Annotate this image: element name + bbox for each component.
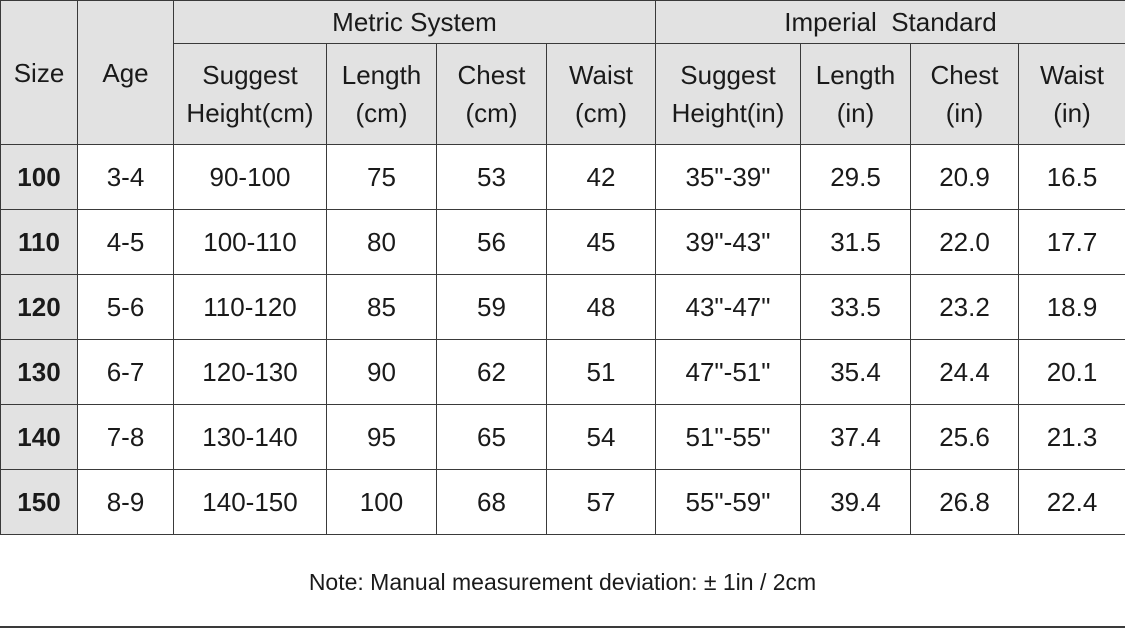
size-cell: 100	[0, 144, 78, 210]
table-cell: 29.5	[800, 144, 911, 210]
table-cell: 39"-43"	[655, 209, 801, 275]
table-cell: 7-8	[77, 404, 174, 470]
table-cell: 54	[546, 404, 656, 470]
header-imperial-standard: Imperial Standard	[654, 0, 1125, 44]
table-cell: 51"-55"	[655, 404, 801, 470]
table-cell: 110-120	[173, 274, 327, 340]
table-row: 110 4-5 100-110 80 56 45 39"-43" 31.5 22…	[0, 209, 1125, 275]
table-cell: 53	[436, 144, 547, 210]
table-cell: 62	[436, 339, 547, 405]
header-line: Suggest	[680, 60, 776, 90]
header-line: Chest	[930, 60, 999, 90]
header-line: (in)	[1053, 98, 1091, 128]
header-metric-waist: Waist (cm)	[546, 43, 656, 145]
table-cell: 3-4	[77, 144, 174, 210]
table-cell: 51	[546, 339, 656, 405]
header-line: (in)	[836, 98, 875, 128]
table-cell: 95	[326, 404, 437, 470]
table-cell: 22.0	[910, 209, 1019, 275]
size-table: Size Age Metric System Imperial Standard…	[0, 0, 1125, 535]
header-line: (cm)	[575, 98, 627, 128]
header-line: Waist	[568, 60, 634, 90]
table-cell: 20.9	[910, 144, 1019, 210]
size-cell: 150	[0, 469, 78, 535]
header-row-groups: Size Age Metric System Imperial Standard	[0, 0, 1125, 145]
table-cell: 26.8	[910, 469, 1019, 535]
table-cell: 140-150	[173, 469, 327, 535]
header-imperial-suggest-height: Suggest Height(in)	[655, 43, 801, 145]
table-cell: 75	[326, 144, 437, 210]
header-line: Length	[341, 60, 422, 90]
table-cell: 59	[436, 274, 547, 340]
table-cell: 6-7	[77, 339, 174, 405]
table-cell: 100-110	[173, 209, 327, 275]
table-cell: 43"-47"	[655, 274, 801, 340]
header-imperial-waist: Waist (in)	[1017, 43, 1125, 145]
table-cell: 20.1	[1017, 339, 1125, 405]
table-cell: 24.4	[910, 339, 1019, 405]
table-cell: 22.4	[1017, 469, 1125, 535]
table-cell: 5-6	[77, 274, 174, 340]
table-cell: 31.5	[800, 209, 911, 275]
table-cell: 17.7	[1017, 209, 1125, 275]
table-cell: 23.2	[910, 274, 1019, 340]
table-row: 120 5-6 110-120 85 59 48 43"-47" 33.5 23…	[0, 274, 1125, 340]
table-cell: 68	[436, 469, 547, 535]
table-cell: 65	[436, 404, 547, 470]
header-imperial-length: Length (in)	[800, 43, 911, 145]
header-metric-system: Metric System	[173, 0, 656, 44]
table-cell: 56	[436, 209, 547, 275]
header-metric-suggest-height: Suggest Height(cm)	[173, 43, 327, 145]
header-metric-chest: Chest (cm)	[436, 43, 547, 145]
size-cell: 120	[0, 274, 78, 340]
table-cell: 100	[326, 469, 437, 535]
header-line: (cm)	[355, 98, 408, 128]
table-cell: 45	[546, 209, 656, 275]
header-imperial-chest: Chest (in)	[910, 43, 1019, 145]
size-cell: 140	[0, 404, 78, 470]
size-cell: 110	[0, 209, 78, 275]
table-cell: 35"-39"	[655, 144, 801, 210]
header-metric-length: Length (cm)	[326, 43, 437, 145]
measurement-note: Note: Manual measurement deviation: ± 1i…	[0, 538, 1125, 628]
header-line: (in)	[945, 98, 984, 128]
header-line: Height(in)	[671, 98, 785, 128]
size-cell: 130	[0, 339, 78, 405]
table-cell: 55"-59"	[655, 469, 801, 535]
table-cell: 21.3	[1017, 404, 1125, 470]
header-age: Age	[77, 0, 174, 145]
header-line: Suggest	[202, 60, 298, 90]
table-cell: 85	[326, 274, 437, 340]
header-line: Height(cm)	[186, 98, 314, 128]
table-row: 150 8-9 140-150 100 68 57 55"-59" 39.4 2…	[0, 469, 1125, 535]
table-cell: 57	[546, 469, 656, 535]
table-cell: 90-100	[173, 144, 327, 210]
table-cell: 4-5	[77, 209, 174, 275]
table-cell: 16.5	[1017, 144, 1125, 210]
table-cell: 39.4	[800, 469, 911, 535]
table-row: 100 3-4 90-100 75 53 42 35"-39" 29.5 20.…	[0, 144, 1125, 210]
table-cell: 37.4	[800, 404, 911, 470]
table-cell: 25.6	[910, 404, 1019, 470]
header-row-columns: Suggest Height(cm) Length (cm) Chest (cm…	[1, 43, 1125, 145]
table-cell: 47"-51"	[655, 339, 801, 405]
table-cell: 130-140	[173, 404, 327, 470]
header-line: Chest	[457, 60, 526, 90]
table-cell: 48	[546, 274, 656, 340]
header-line: (cm)	[465, 98, 518, 128]
table-cell: 120-130	[173, 339, 327, 405]
table-cell: 35.4	[800, 339, 911, 405]
table-cell: 33.5	[800, 274, 911, 340]
header-size: Size	[0, 0, 78, 145]
table-cell: 18.9	[1017, 274, 1125, 340]
table-row: 140 7-8 130-140 95 65 54 51"-55" 37.4 25…	[0, 404, 1125, 470]
table-row: 130 6-7 120-130 90 62 51 47"-51" 35.4 24…	[0, 339, 1125, 405]
table-cell: 90	[326, 339, 437, 405]
table-cell: 80	[326, 209, 437, 275]
header-line: Length	[815, 60, 896, 90]
table-cell: 8-9	[77, 469, 174, 535]
header-line: Waist	[1039, 60, 1105, 90]
table-cell: 42	[546, 144, 656, 210]
